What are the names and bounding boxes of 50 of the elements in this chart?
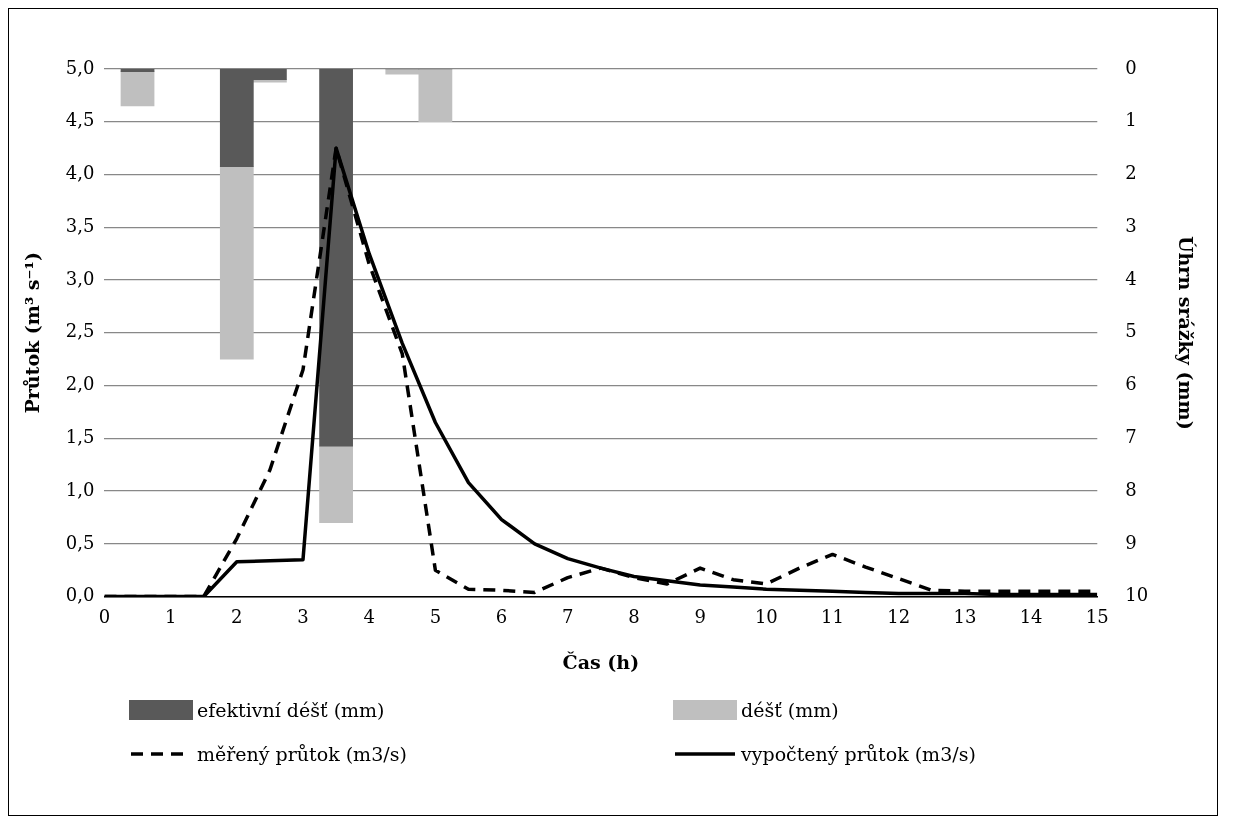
y-tick-label: 5,0 (65, 56, 95, 78)
x-tick-label: 2 (231, 606, 243, 628)
y-tick-label: 3,5 (65, 214, 95, 236)
y-tick-label: 0,5 (65, 531, 95, 553)
y-tick-label: 0,0 (65, 584, 95, 606)
x-tick-label: 6 (495, 606, 508, 628)
legend-label: měřený průtok (m3/s) (197, 743, 407, 765)
x-tick-label: 4 (363, 606, 375, 628)
y2-tick-label: 10 (1125, 584, 1149, 606)
y-tick-label: 4,0 (65, 162, 95, 184)
x-tick-label: 13 (953, 606, 977, 628)
bar (120, 71, 155, 107)
y2-tick-label: 0 (1125, 56, 1137, 78)
legend-label: vypočtený průtok (m3/s) (741, 743, 976, 765)
x-tick-label: 5 (429, 606, 442, 628)
y-tick-label: 3,0 (65, 267, 95, 289)
y2-tick-label: 4 (1125, 267, 1137, 289)
y-tick-label: 2,5 (65, 320, 95, 342)
x-tick-label: 3 (297, 606, 309, 628)
x-axis-title: Čas (h) (562, 650, 640, 673)
bar (120, 69, 155, 72)
bar (219, 166, 254, 360)
y-tick-label: 1,5 (65, 425, 95, 447)
y2-tick-label: 5 (1125, 320, 1137, 342)
x-tick-label: 8 (628, 606, 640, 628)
x-tick-label: 0 (98, 606, 111, 628)
x-tick-label: 12 (887, 606, 911, 628)
x-tick-label: 11 (821, 606, 844, 628)
y2-tick-label: 3 (1125, 214, 1137, 236)
x-tick-label: 7 (562, 606, 574, 628)
legend-label: déšť (mm) (741, 699, 839, 721)
y2-tick-label: 2 (1125, 162, 1137, 184)
y2-tick-label: 7 (1125, 425, 1137, 447)
x-tick-label: 1 (164, 606, 177, 628)
legend-label: efektivní déšť (mm) (197, 699, 385, 721)
x-tick-label: 10 (754, 606, 778, 628)
x-tick-label: 14 (1019, 606, 1043, 628)
y-tick-label: 1,0 (65, 478, 95, 500)
y-tick-label: 4,5 (65, 109, 95, 131)
y2-tick-label: 6 (1125, 373, 1137, 395)
y-tick-label: 2,0 (65, 373, 95, 395)
y2-tick-label: 8 (1125, 478, 1137, 500)
x-tick-label: 15 (1085, 606, 1109, 628)
y2-tick-label: 9 (1125, 531, 1137, 553)
y2-axis-title: Úhrn srážky (mm) (1174, 235, 1197, 430)
bar (319, 69, 353, 447)
bar (319, 445, 353, 524)
y-axis-title: Průtok (m³ s⁻¹) (21, 252, 44, 414)
x-tick-label: 9 (694, 606, 706, 628)
y2-tick-label: 1 (1125, 109, 1137, 131)
